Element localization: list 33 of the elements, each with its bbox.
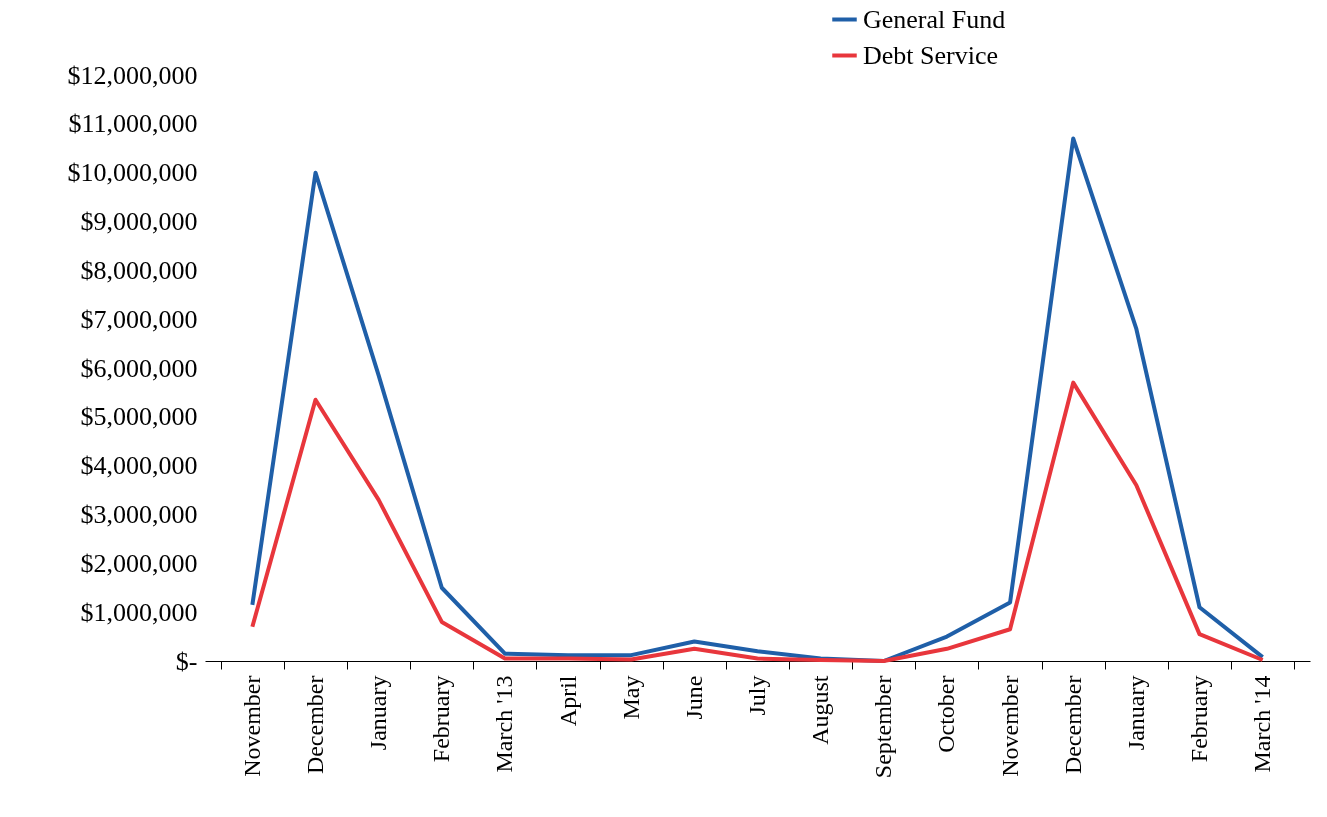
x-tick-label: April	[554, 675, 581, 727]
y-tick-label: $4,000,000	[80, 451, 198, 481]
x-tick-label: March '13	[491, 675, 518, 773]
y-tick-label: $-	[175, 646, 198, 676]
y-tick-label: $11,000,000	[68, 109, 198, 139]
y-tick-label: $1,000,000	[80, 597, 198, 627]
x-tick-label: December	[1059, 675, 1086, 775]
line-series	[250, 380, 1265, 663]
legend-label: General Fund	[863, 4, 1006, 34]
y-tick-label: $3,000,000	[80, 500, 198, 529]
x-tick-label: November	[996, 675, 1023, 777]
x-tick-label: February	[1186, 675, 1212, 763]
y-tick-label: $9,000,000	[80, 207, 198, 236]
x-tick-label: June	[680, 675, 707, 720]
x-tick-label: May	[617, 675, 644, 720]
y-tick-label: $6,000,000	[80, 353, 198, 383]
x-tick-label: August	[807, 675, 834, 745]
y-tick-label: $7,000,000	[80, 304, 198, 334]
y-tick-label: $8,000,000	[80, 255, 198, 285]
legend-label: Debt Service	[863, 40, 999, 70]
y-tick-label: $5,000,000	[80, 402, 198, 432]
x-tick-label: February	[428, 675, 455, 763]
x-tick-label: November	[238, 675, 265, 777]
y-tick-label: $12,000,000	[67, 60, 198, 90]
y-tick-label: $10,000,000	[67, 158, 198, 188]
x-tick-label: October	[933, 675, 960, 753]
x-tick-label: December	[302, 675, 328, 775]
x-tick-label: January	[1122, 675, 1149, 751]
y-tick-label: $2,000,000	[80, 548, 198, 578]
x-tick-label: July	[744, 675, 770, 716]
x-tick-label: March '14	[1249, 675, 1276, 773]
x-tick-label: September	[870, 675, 897, 779]
x-tick-label: January	[365, 675, 392, 751]
